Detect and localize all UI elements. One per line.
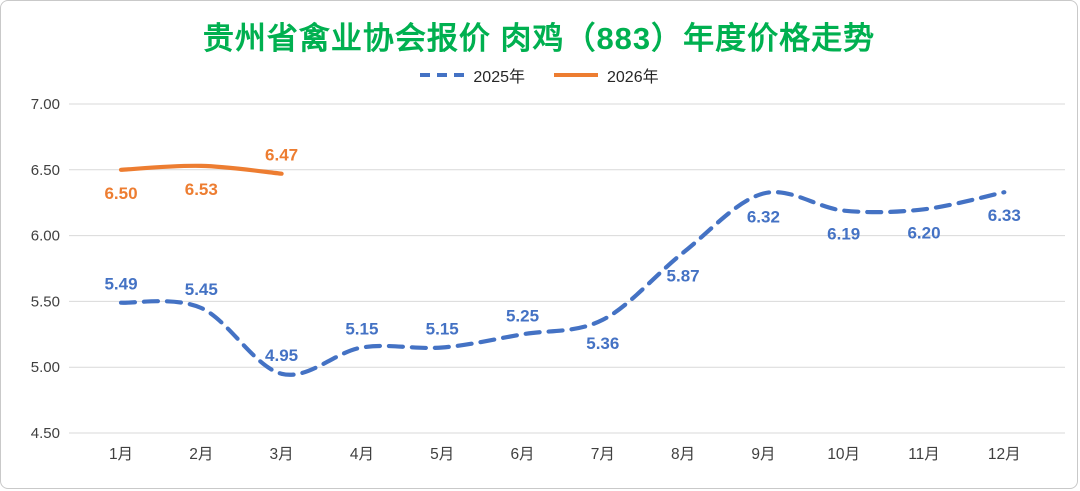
x-tick-label: 7月 [591,446,615,463]
legend-dashed-line-swatch [420,73,465,77]
x-tick-label: 12月 [988,446,1021,463]
data-label-2025年: 6.33 [988,206,1021,225]
legend-label-2025: 2025年 [473,69,525,86]
data-label-2025年: 5.87 [667,267,700,286]
x-tick-label: 9月 [751,446,775,463]
series-line-2025年 [118,190,1007,377]
x-tick-label: 5月 [430,446,454,463]
chart-legend: 2025年 2026年 [1,63,1077,87]
x-tick-label: 8月 [671,446,695,463]
y-tick-label: 4.50 [31,425,60,442]
data-label-2025年: 4.95 [265,346,298,365]
y-tick-label: 6.50 [31,162,60,179]
chart-title: 贵州省禽业协会报价 肉鸡（883）年度价格走势 [202,21,876,56]
data-label-2025年: 5.15 [426,319,459,338]
y-tick-label: 6.00 [31,228,60,245]
x-tick-label: 6月 [510,446,534,463]
line-chart-plot-area: 4.50 5.00 5.50 6.00 6.50 7.00 1月 2月 3月 4月 5月 6月 7月 8月… [31,96,1065,463]
series-line-2026年 [118,163,284,176]
data-label-2025年: 5.25 [506,306,539,325]
x-tick-label: 4月 [350,446,374,463]
legend-solid-line-swatch [554,73,598,77]
data-label-2025年: 5.36 [586,334,619,353]
data-label-2025年: 6.20 [907,223,940,242]
x-tick-label: 1月 [109,446,133,463]
data-label-2025年: 5.49 [104,275,137,294]
data-label-2025年: 6.19 [827,225,860,244]
data-label-2026年: 6.47 [265,146,298,165]
x-tick-label: 10月 [827,446,860,463]
legend-item-2025: 2025年 [419,63,525,87]
data-label-2026年: 6.50 [104,184,137,203]
legend-item-2026: 2026年 [553,63,659,87]
x-tick-label: 11月 [908,446,940,463]
x-tick-label: 3月 [270,446,294,463]
x-tick-label: 2月 [189,446,213,463]
y-tick-label: 5.50 [31,293,60,310]
data-label-2025年: 5.45 [185,280,218,299]
y-tick-label: 5.00 [31,359,60,376]
legend-label-2026: 2026年 [607,69,659,86]
y-tick-label: 7.00 [31,96,60,113]
data-label-2026年: 6.53 [185,180,218,199]
data-label-2025年: 5.15 [345,319,378,338]
data-label-2025年: 6.32 [747,207,780,226]
